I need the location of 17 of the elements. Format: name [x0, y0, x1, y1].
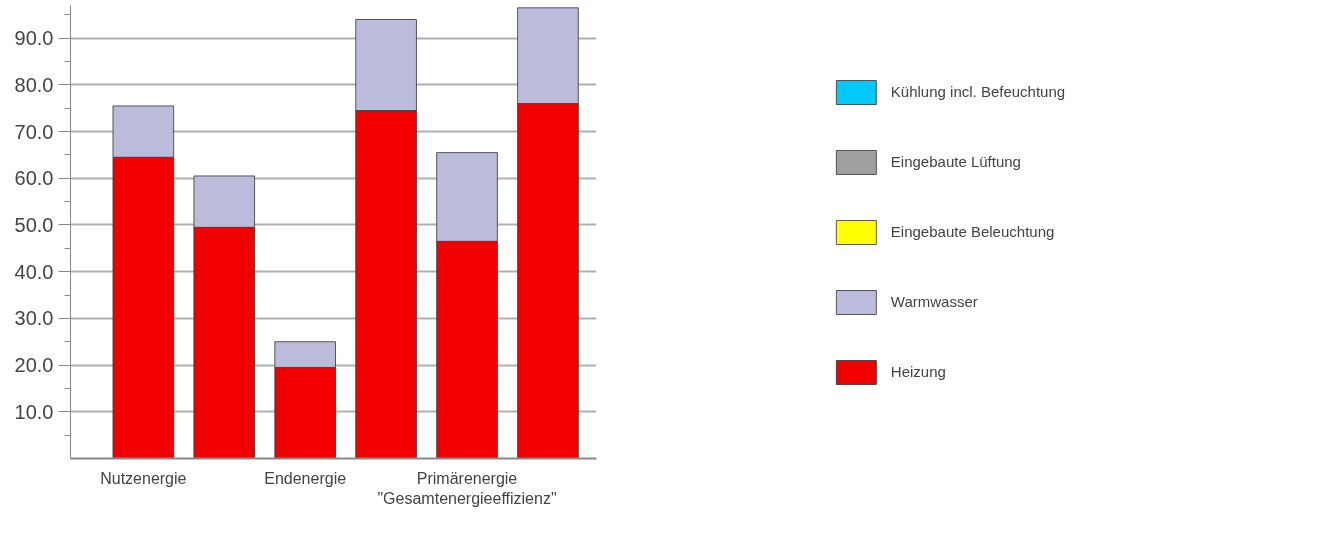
- y-tick-label: 90.0: [14, 27, 54, 50]
- legend-label: Kühlung incl. Befeuchtung: [890, 83, 1066, 100]
- y-tick-label: 30.0: [14, 307, 54, 330]
- y-tick-label: 50.0: [14, 213, 54, 236]
- legend-label: Eingebaute Beleuchtung: [890, 223, 1055, 240]
- x-tick-label: Primärenergie "Gesamtenergieeffizienz": [377, 469, 557, 507]
- y-tick-label: 80.0: [14, 73, 54, 96]
- legend-label: Warmwasser: [890, 293, 978, 310]
- y-tick-label: 20.0: [14, 354, 54, 377]
- legend-label: Eingebaute Lüftung: [890, 153, 1021, 170]
- y-tick-label: 60.0: [14, 167, 54, 190]
- y-tick-label: 40.0: [14, 260, 54, 283]
- y-tick-label: 10.0: [14, 400, 54, 423]
- x-tick-label: Nutzenergie: [100, 469, 187, 487]
- x-tick-label: Endenergie: [264, 469, 347, 487]
- legend-label: Heizung: [890, 363, 946, 380]
- y-tick-label: 70.0: [14, 120, 54, 143]
